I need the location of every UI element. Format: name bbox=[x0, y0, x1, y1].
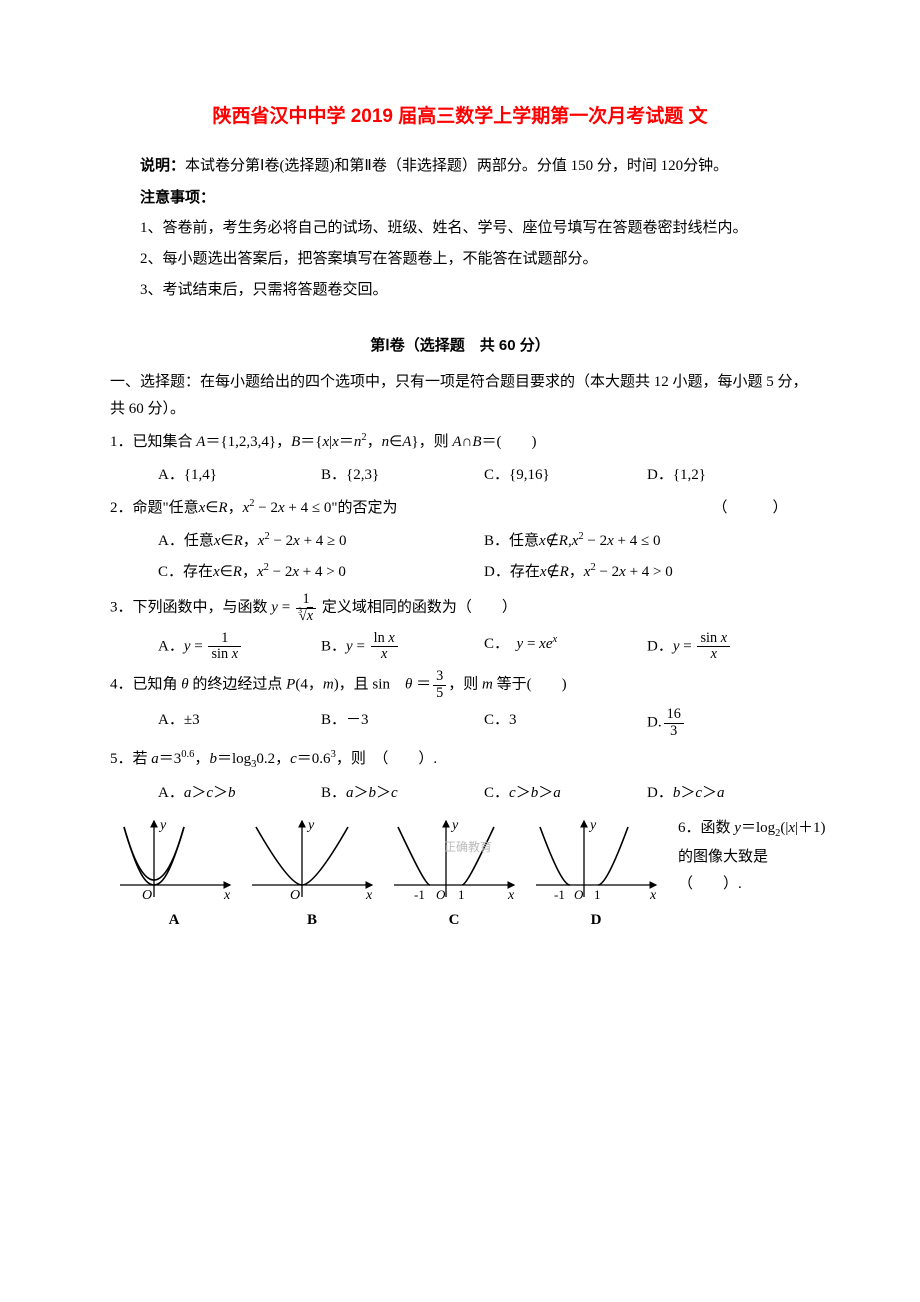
notice-1: 1、答卷前，考生务必将自己的试场、班级、姓名、学号、座位号填写在答题卷密封线栏内… bbox=[110, 215, 810, 242]
q2-opt-c: C．存在x∈R，x2 − 2x + 4 > 0 bbox=[158, 559, 484, 586]
question-4: 4．已知角 θ 的终边经过点 P(4，m)，且 sin θ ＝35，则 m 等于… bbox=[110, 669, 810, 701]
svg-text:x: x bbox=[365, 888, 373, 903]
svg-text:-1: -1 bbox=[414, 887, 425, 902]
q2-paren: （ ） bbox=[712, 495, 787, 522]
question-6: 6．函数 y＝log2(|x|＋1)的图像大致是（ ）. bbox=[670, 815, 828, 898]
description: 说明：本试卷分第Ⅰ卷(选择题)和第Ⅱ卷（非选择题）两部分。分值 150 分，时间… bbox=[110, 152, 810, 180]
question-3: 3．下列函数中，与函数 y = 13√x 定义域相同的函数为（ ） bbox=[110, 592, 810, 624]
svg-text:x: x bbox=[649, 888, 657, 903]
question-6-row: y x O A y x O B y x bbox=[110, 815, 810, 934]
q3-opt-a: A．y = 1sin x bbox=[158, 631, 321, 663]
q5-opt-b: B．a＞b＞c bbox=[321, 780, 484, 807]
q3-opt-c: C． y = xex bbox=[484, 631, 647, 663]
graph-b-label: B bbox=[244, 907, 380, 934]
q5-opt-a: A．a＞c＞b bbox=[158, 780, 321, 807]
q3-opt-b: B．y = ln xx bbox=[321, 631, 484, 663]
graph-b: y x O B bbox=[244, 815, 380, 934]
svg-text:O: O bbox=[290, 888, 300, 903]
q1-opt-c: C．{9,16} bbox=[484, 462, 647, 489]
q4-opt-c: C．3 bbox=[484, 707, 647, 739]
question-1: 1．已知集合 A＝{1,2,3,4}，B＝{x|x＝n2，n∈A}，则 A∩B＝… bbox=[110, 429, 810, 456]
desc-label: 说明： bbox=[140, 157, 185, 174]
question-2: 2．命题"任意x∈R，x2 − 2x + 4 ≤ 0"的否定为 （ ） bbox=[110, 495, 810, 522]
graph-d-label: D bbox=[528, 907, 664, 934]
svg-text:O: O bbox=[436, 887, 446, 902]
section-1-header: 第Ⅰ卷（选择题 共 60 分） bbox=[110, 332, 810, 359]
graph-a-svg: y x O bbox=[110, 815, 238, 905]
q4-opt-a: A．±3 bbox=[158, 707, 321, 739]
notice-3: 3、考试结束后，只需将答题卷交回。 bbox=[110, 277, 810, 304]
q5-opt-c: C．c＞b＞a bbox=[484, 780, 647, 807]
q1-opt-d: D．{1,2} bbox=[647, 462, 810, 489]
desc-text: 本试卷分第Ⅰ卷(选择题)和第Ⅱ卷（非选择题）两部分。分值 150 分，时间 12… bbox=[185, 158, 728, 174]
svg-text:1: 1 bbox=[458, 887, 465, 902]
svg-text:1: 1 bbox=[594, 887, 601, 902]
q4-opt-b: B．－3 bbox=[321, 707, 484, 739]
q2-opt-a: A．任意x∈R，x2 − 2x + 4 ≥ 0 bbox=[158, 528, 484, 555]
q1-opt-a: A．{1,4} bbox=[158, 462, 321, 489]
section-instructions: 一、选择题：在每小题给出的四个选项中，只有一项是符合题目要求的（本大题共 12 … bbox=[110, 369, 810, 423]
svg-text:x: x bbox=[507, 888, 515, 903]
svg-text:x: x bbox=[223, 888, 231, 903]
q2-opt-d: D．存在x∉R，x2 − 2x + 4 > 0 bbox=[484, 559, 810, 586]
exam-title: 陕西省汉中中学 2019 届高三数学上学期第一次月考试题 文 bbox=[110, 100, 810, 134]
q2-options-cd: C．存在x∈R，x2 − 2x + 4 > 0 D．存在x∉R，x2 − 2x … bbox=[158, 559, 810, 586]
watermark: 正确教育 bbox=[444, 837, 492, 859]
q3-opt-d: D．y = sin xx bbox=[647, 631, 810, 663]
q2-options-ab: A．任意x∈R，x2 − 2x + 4 ≥ 0 B．任意x∉R,x2 − 2x … bbox=[158, 528, 810, 555]
svg-text:O: O bbox=[142, 888, 152, 903]
svg-text:O: O bbox=[574, 887, 584, 902]
q2-opt-b: B．任意x∉R,x2 − 2x + 4 ≤ 0 bbox=[484, 528, 810, 555]
graph-b-svg: y x O bbox=[244, 815, 380, 905]
graph-c: y x O -1 1 正确教育 C bbox=[386, 815, 522, 934]
q5-opt-d: D．b＞c＞a bbox=[647, 780, 810, 807]
q1-opt-b: B．{2,3} bbox=[321, 462, 484, 489]
notice-2: 2、每小题选出答案后，把答案填写在答题卷上，不能答在试题部分。 bbox=[110, 246, 810, 273]
svg-text:-1: -1 bbox=[554, 887, 565, 902]
question-5: 5．若 a＝30.6，b＝log30.2，c＝0.63，则 （ ）. bbox=[110, 746, 810, 775]
svg-text:y: y bbox=[158, 818, 167, 833]
q4-opt-d: D.163 bbox=[647, 707, 810, 739]
q3-options: A．y = 1sin x B．y = ln xx C． y = xex D．y … bbox=[158, 631, 810, 663]
svg-text:y: y bbox=[306, 818, 315, 833]
q1-options: A．{1,4} B．{2,3} C．{9,16} D．{1,2} bbox=[158, 462, 810, 489]
svg-text:y: y bbox=[450, 818, 459, 833]
graph-c-label: C bbox=[386, 907, 522, 934]
graph-a-label: A bbox=[110, 907, 238, 934]
graph-d: y x O -1 1 D bbox=[528, 815, 664, 934]
notice-label: 注意事项： bbox=[110, 184, 810, 211]
svg-text:y: y bbox=[588, 818, 597, 833]
graph-d-svg: y x O -1 1 bbox=[528, 815, 664, 905]
graph-c-svg: y x O -1 1 bbox=[386, 815, 522, 905]
q4-options: A．±3 B．－3 C．3 D.163 bbox=[158, 707, 810, 739]
graph-a: y x O A bbox=[110, 815, 238, 934]
q5-options: A．a＞c＞b B．a＞b＞c C．c＞b＞a D．b＞c＞a bbox=[158, 780, 810, 807]
